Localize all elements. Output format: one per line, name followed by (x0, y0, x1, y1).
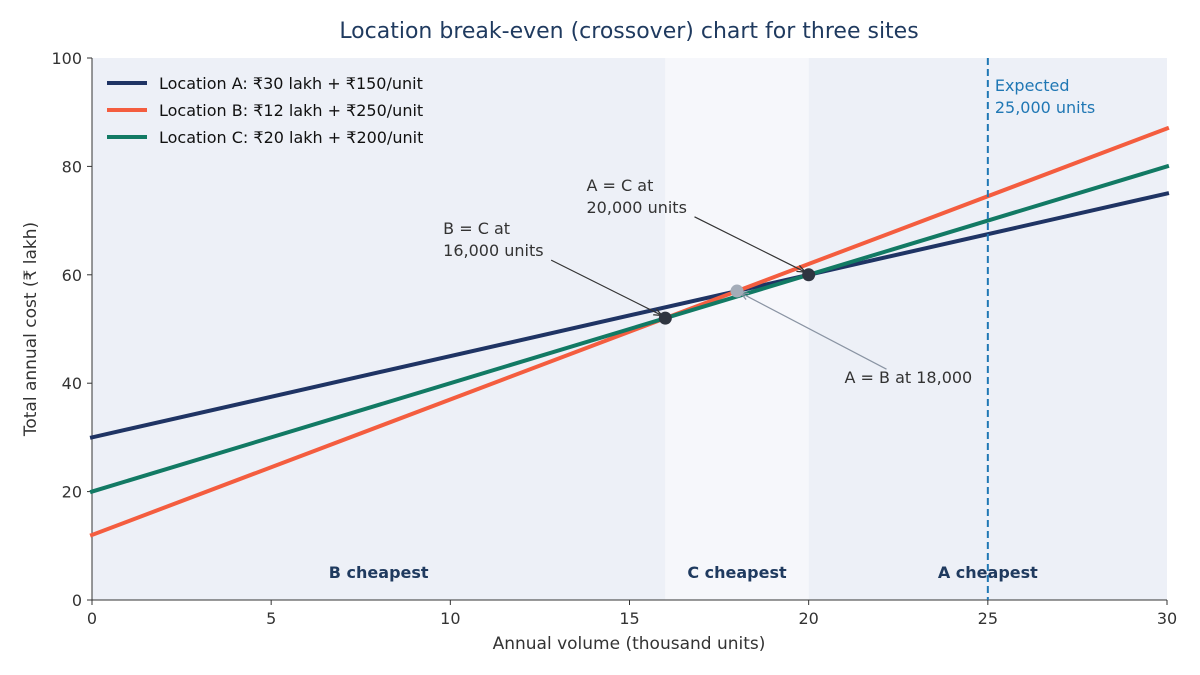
x-tick-label: 30 (1157, 609, 1177, 628)
y-tick-label: 60 (62, 266, 82, 285)
y-tick-label: 80 (62, 157, 82, 176)
annotation-text-0: B = C at 16,000 units (443, 219, 543, 260)
chart-title: Location break-even (crossover) chart fo… (339, 19, 918, 44)
crossover-point-2 (730, 284, 744, 298)
crossover-annotations: B = C at 16,000 units A = C at 20,000 units… (443, 176, 972, 387)
crossover-point-1 (802, 268, 816, 282)
y-tick-label: 40 (62, 374, 82, 393)
x-tick-label: 0 (87, 609, 97, 628)
expected-label: Expected 25,000 units (995, 76, 1095, 117)
region-label-1: C cheapest (687, 563, 787, 582)
y-ticks: 0 20 40 60 80 100 (51, 49, 92, 610)
x-tick-label: 20 (798, 609, 818, 628)
x-ticks: 0 5 10 15 20 25 30 (87, 600, 1177, 628)
legend-entry-2: Location C: ₹20 lakh + ₹200/unit (159, 128, 423, 147)
region-label-0: B cheapest (329, 563, 429, 582)
series-line-2 (89, 163, 1170, 495)
region-label-2: A cheapest (938, 563, 1038, 582)
x-tick-label: 25 (978, 609, 998, 628)
legend-entry-1: Location B: ₹12 lakh + ₹250/unit (159, 101, 423, 120)
crossover-points (658, 268, 816, 325)
crossover-point-0 (658, 311, 672, 325)
annotation-arrow-0 (550, 259, 661, 315)
annotation-arrow-1 (694, 216, 805, 272)
legend-entry-0: Location A: ₹30 lakh + ₹150/unit (159, 74, 423, 93)
annotation-arrow-2 (741, 293, 887, 370)
y-tick-label: 20 (62, 483, 82, 502)
x-axis-label: Annual volume (thousand units) (493, 634, 766, 654)
y-tick-label: 0 (72, 591, 82, 610)
expected-volume-line: Expected 25,000 units (986, 58, 1095, 600)
x-tick-label: 5 (266, 609, 276, 628)
y-tick-label: 100 (51, 49, 82, 68)
annotation-text-2: A = B at 18,000 (845, 368, 973, 387)
x-tick-label: 15 (619, 609, 639, 628)
legend: Location A: ₹30 lakh + ₹150/unit Location… (107, 74, 423, 147)
annotation-text-1: A = C at 20,000 units (587, 176, 687, 217)
y-axis-label: Total annual cost (₹ lakh) (21, 222, 41, 437)
region-1 (665, 58, 809, 600)
x-tick-label: 10 (440, 609, 460, 628)
